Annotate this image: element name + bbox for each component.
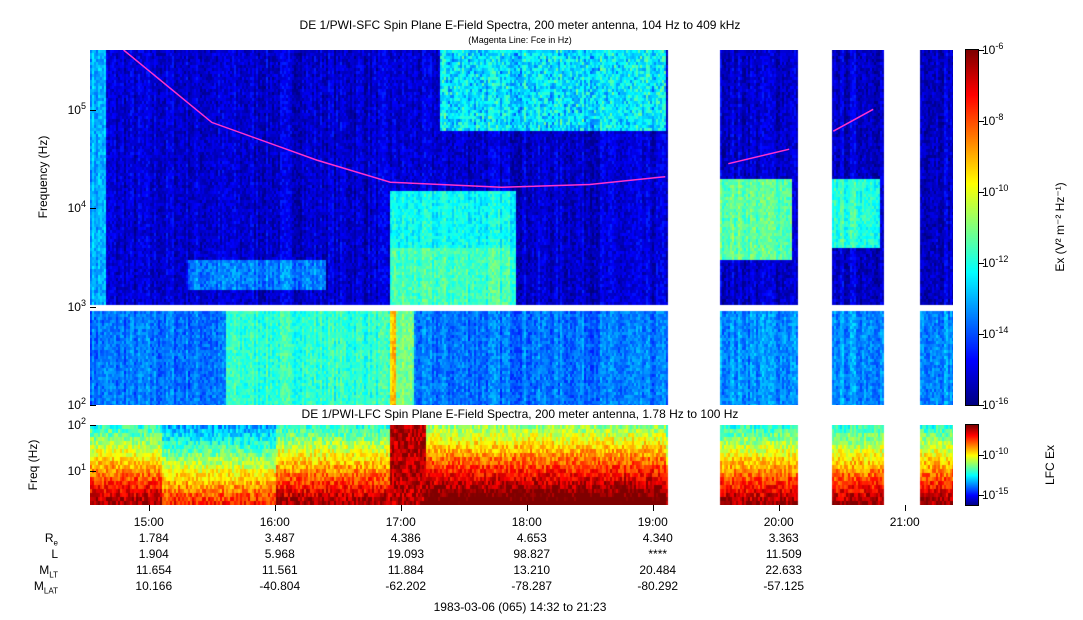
ephemeris-value: 1.784 [138, 531, 169, 545]
lfc-ytick [90, 470, 96, 472]
ephemeris-row-label: MLAT [33, 579, 58, 596]
lfc-title: DE 1/PWI-LFC Spin Plane E-Field Spectra,… [301, 407, 739, 421]
sfc-colorbar-tick-label: 10-6 [982, 41, 1004, 57]
ephemeris-value: 11.561 [261, 563, 298, 577]
sfc-ytick-label: 104 [67, 199, 86, 216]
ephemeris-row-label: Re [44, 531, 58, 548]
sfc-spectrogram [90, 50, 953, 405]
ephemeris-value: 13.210 [513, 563, 551, 577]
sfc-colorbar-tick-label: 10-10 [982, 183, 1009, 199]
sfc-colorbar [965, 49, 979, 406]
ephemeris-value: -78.287 [511, 579, 553, 593]
x-tick-label: 15:00 [133, 515, 164, 529]
x-tick [652, 505, 654, 511]
x-tick-label: 20:00 [763, 515, 794, 529]
ephemeris-value: 3.487 [264, 531, 295, 545]
ephemeris-value: 11.884 [387, 563, 424, 577]
sfc-colorbar-tick [978, 405, 984, 406]
sfc-ytick-label: 102 [67, 396, 86, 412]
lfc-colorbar-tick-label: 10-10 [982, 446, 1009, 462]
sfc-colorbar-tick [978, 263, 984, 264]
x-tick [148, 505, 150, 511]
sfc-colorbar-tick [978, 192, 984, 193]
ephemeris-row-label: MLT [39, 563, 58, 580]
x-tick-label: 16:00 [259, 515, 290, 529]
sfc-ylabel: Frequency (Hz) [36, 135, 50, 219]
ephemeris-value: -40.804 [259, 579, 301, 593]
chart-subtitle: (Magenta Line: Fce in Hz) [468, 35, 572, 45]
ephemeris-value: 11.654 [135, 563, 172, 577]
lfc-ytick-label: 102 [67, 416, 86, 432]
sfc-ytick [90, 405, 96, 406]
chart-title: DE 1/PWI-SFC Spin Plane E-Field Spectra,… [299, 18, 741, 32]
ephemeris-value: -57.125 [763, 579, 805, 593]
sfc-colorbar-tick [978, 121, 984, 122]
ephemeris-value: 19.093 [387, 547, 425, 561]
sfc-colorbar-tick [978, 334, 984, 335]
ephemeris-row-label: L [51, 547, 58, 561]
lfc-ylabel: Freq (Hz) [26, 439, 40, 491]
x-tick [904, 505, 906, 511]
sfc-ytick [90, 306, 96, 308]
x-tick [400, 505, 402, 511]
ephemeris-value: **** [648, 547, 668, 561]
fce-segment-2 [832, 108, 874, 132]
ephemeris-value: 11.509 [765, 547, 802, 561]
sfc-ytick [90, 110, 96, 112]
footer-date: 1983-03-06 (065) 14:32 to 21:23 [433, 600, 607, 614]
ephemeris-value: 22.633 [765, 563, 803, 577]
sfc-colorbar-tick [978, 50, 984, 51]
sfc-colorbar-tick-label: 10-16 [982, 396, 1009, 412]
ephemeris-value: 1.904 [138, 547, 169, 561]
ephemeris-value: 10.166 [135, 579, 173, 593]
ephemeris-value: 20.484 [639, 563, 677, 577]
fce-segment-1 [728, 148, 790, 165]
x-tick-label: 19:00 [637, 515, 668, 529]
lfc-spectrogram [90, 425, 953, 505]
sfc-ytick-label: 105 [67, 101, 86, 118]
ephemeris-value: 3.363 [768, 531, 799, 545]
ephemeris-value: 4.340 [642, 531, 673, 545]
x-tick [778, 505, 780, 511]
x-tick-label: 17:00 [385, 515, 416, 529]
ephemeris-value: 98.827 [513, 547, 551, 561]
ephemeris-value: -62.202 [385, 579, 427, 593]
fce-segment-0 [123, 50, 666, 189]
sfc-colorbar-tick-label: 10-12 [982, 254, 1009, 270]
lfc-colorbar-tick-label: 10-15 [982, 486, 1009, 502]
ephemeris-value: 5.968 [264, 547, 295, 561]
x-tick [526, 505, 528, 511]
sfc-colorbar-tick-label: 10-14 [982, 325, 1009, 341]
sfc-colorbar-tick-label: 10-8 [982, 112, 1004, 128]
sfc-ytick [90, 208, 96, 210]
ephemeris-value: 4.653 [516, 531, 547, 545]
fce-line [123, 50, 874, 189]
lfc-colorbar [965, 424, 979, 506]
sfc-ytick-label: 103 [67, 297, 86, 314]
lfc-colorbar-label: LFC Ex [1043, 445, 1057, 486]
lfc-colorbar-tick [978, 495, 984, 496]
sfc-colorbar-label: Ex (V² m⁻² Hz⁻¹) [1053, 182, 1067, 272]
ephemeris-value: 4.386 [390, 531, 421, 545]
lfc-ytick [90, 425, 96, 426]
lfc-colorbar-tick [978, 455, 984, 456]
x-tick-label: 18:00 [511, 515, 542, 529]
lfc-ytick-label: 101 [67, 461, 86, 478]
ephemeris-value: -80.292 [637, 579, 679, 593]
x-tick [274, 505, 276, 511]
x-tick-label: 21:00 [889, 515, 920, 529]
